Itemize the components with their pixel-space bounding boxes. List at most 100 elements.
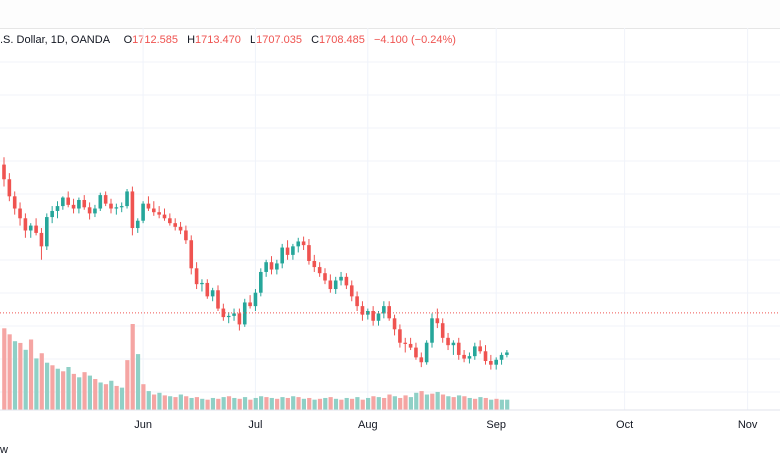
candle-body: [414, 347, 418, 358]
volume-bar: [483, 397, 488, 410]
candle-body: [291, 246, 295, 255]
candle-body: [467, 356, 472, 359]
volume-bar: [291, 396, 296, 410]
candle-body: [205, 282, 210, 297]
candle-body: [226, 315, 231, 318]
candle-body: [371, 311, 375, 321]
candle-body: [435, 318, 440, 324]
volume-bar: [109, 380, 114, 410]
candle-body: [55, 206, 60, 211]
volume-bar: [451, 397, 456, 410]
candle-body: [355, 296, 359, 307]
candle-body: [253, 292, 258, 307]
volume-bar: [210, 397, 216, 410]
candle-body: [392, 318, 397, 330]
volume-bar: [114, 385, 119, 410]
candle-body: [168, 218, 172, 224]
volume-bar: [71, 373, 76, 410]
volume-bar: [232, 397, 237, 410]
candle-body: [264, 262, 268, 272]
candle-body: [259, 271, 263, 293]
volume-bar: [221, 397, 226, 410]
candle-body: [135, 220, 140, 229]
x-tick-label: Oct: [616, 419, 634, 431]
volume-bar: [489, 399, 494, 410]
volume-bar: [226, 396, 232, 410]
volume-bar: [184, 396, 189, 410]
candle-body: [103, 195, 108, 204]
candle-body: [419, 357, 424, 363]
volume-bar: [200, 398, 205, 410]
volume-bar: [440, 394, 446, 410]
volume-bar: [119, 387, 125, 410]
candle-body: [451, 342, 456, 346]
candle-body: [275, 263, 279, 270]
candle-body: [505, 352, 509, 355]
candle-body: [18, 208, 22, 219]
volume-bar: [103, 384, 109, 410]
volume-bar: [301, 398, 306, 410]
volume-bar: [264, 397, 269, 410]
x-tick-label: Jul: [248, 419, 263, 431]
candle-body: [440, 323, 445, 338]
volume-bar: [446, 396, 451, 410]
candle-body: [7, 179, 12, 197]
candle-body: [109, 203, 113, 209]
candle-body: [216, 290, 220, 309]
candle-body: [66, 197, 70, 205]
volume-bar: [275, 398, 280, 410]
candle-body: [119, 206, 124, 208]
volume-bar: [269, 397, 274, 410]
volume-bar: [317, 398, 323, 410]
candle-body: [307, 245, 311, 261]
symbol-title[interactable]: .S. Dollar, 1D, OANDA: [0, 34, 110, 46]
volume-bar: [50, 365, 55, 410]
volume-bar: [333, 398, 339, 410]
candle-body: [194, 268, 199, 285]
candle-body: [456, 342, 461, 355]
volume-bar: [478, 397, 483, 410]
candle-body: [98, 195, 103, 209]
candle-body: [446, 337, 450, 346]
candle-body: [366, 311, 370, 315]
candle-body: [328, 280, 333, 290]
candle-body: [162, 214, 167, 219]
candle-body: [285, 247, 290, 255]
candle-body: [494, 359, 498, 365]
candle-body: [296, 241, 301, 247]
volume-bar: [382, 397, 387, 410]
volume-bar: [146, 391, 151, 410]
candle-body: [152, 208, 156, 213]
candle-body: [45, 217, 49, 247]
candle-body: [221, 308, 226, 318]
volume-bar: [376, 397, 381, 410]
x-tick-label: Aug: [358, 419, 378, 431]
volume-bar: [467, 397, 472, 410]
volume-bar: [12, 341, 18, 410]
volume-bar: [296, 397, 301, 410]
candle-body: [424, 342, 429, 363]
volume-bar: [371, 396, 376, 410]
change-value: −4.100 (−0.24%): [373, 34, 456, 46]
volume-bar: [39, 353, 44, 410]
candle-body: [77, 199, 81, 209]
candle-body: [114, 207, 119, 209]
volume-bar: [77, 377, 82, 410]
volume-bar: [157, 392, 162, 410]
candle-body: [146, 203, 151, 209]
volume-bar: [499, 399, 504, 410]
high-value: 1713.470: [195, 34, 241, 46]
volume-bar: [189, 397, 194, 410]
volume-bar: [66, 367, 71, 410]
candle-body: [23, 218, 28, 231]
candle-body: [61, 197, 65, 207]
candle-body: [473, 346, 477, 357]
candle-body: [50, 210, 54, 218]
candle-body: [189, 240, 194, 269]
volume-bar: [23, 349, 28, 410]
volume-bar: [93, 379, 98, 410]
volume-bar: [473, 398, 478, 410]
volume-bar: [339, 399, 344, 410]
volume-bar: [307, 397, 312, 410]
